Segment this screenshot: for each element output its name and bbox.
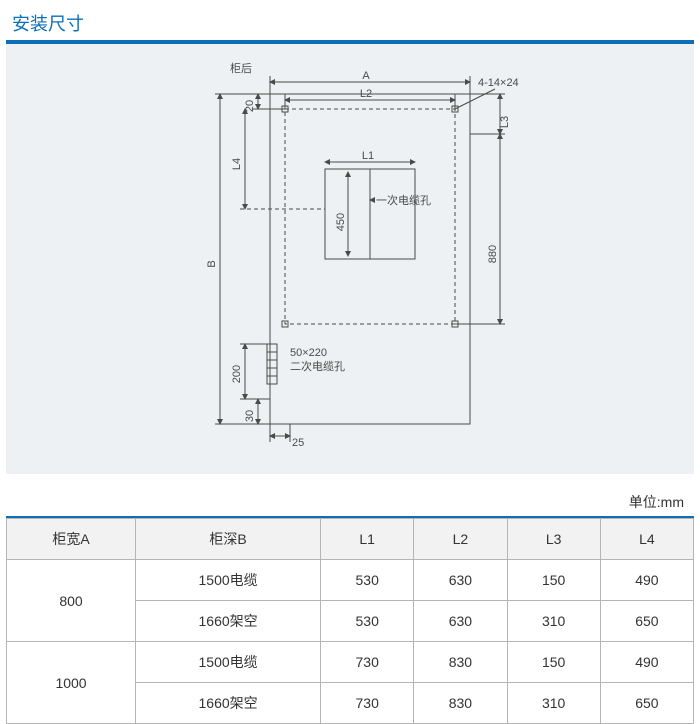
dim-25: 25 bbox=[292, 437, 304, 449]
dim-L4: L4 bbox=[231, 158, 243, 170]
col-B: 柜深B bbox=[136, 519, 321, 560]
cell-L2: 830 bbox=[414, 642, 507, 683]
dim-L2: L2 bbox=[360, 88, 372, 100]
cell-B: 1660架空 bbox=[136, 601, 321, 642]
cell-L2: 630 bbox=[414, 560, 507, 601]
cell-L1: 530 bbox=[321, 601, 414, 642]
table-row: 10001500电缆730830150490 bbox=[7, 642, 694, 683]
cell-L2: 830 bbox=[414, 683, 507, 724]
dim-L3: L3 bbox=[499, 116, 511, 128]
dim-B: B bbox=[206, 260, 218, 267]
cell-L1: 730 bbox=[321, 642, 414, 683]
installation-diagram: 柜后 A L2 4-14×24 L3 880 L1 450 一次电缆孔 20 L… bbox=[100, 54, 600, 454]
cell-B: 1660架空 bbox=[136, 683, 321, 724]
section-title: 安装尺寸 bbox=[0, 0, 700, 40]
col-A: 柜宽A bbox=[7, 519, 136, 560]
cell-L1: 530 bbox=[321, 560, 414, 601]
cell-L3: 310 bbox=[507, 601, 600, 642]
label-slot: 4-14×24 bbox=[478, 77, 519, 89]
dim-A: A bbox=[362, 70, 370, 82]
dim-30: 30 bbox=[244, 410, 256, 422]
cell-L4: 650 bbox=[600, 683, 693, 724]
table-header-row: 柜宽A 柜深B L1 L2 L3 L4 bbox=[7, 519, 694, 560]
label-hole2b: 二次电缆孔 bbox=[290, 359, 345, 373]
col-L1: L1 bbox=[321, 519, 414, 560]
dim-20: 20 bbox=[244, 100, 256, 112]
cell-L3: 150 bbox=[507, 560, 600, 601]
label-hole1: 一次电缆孔 bbox=[376, 193, 431, 207]
dim-L1: L1 bbox=[362, 150, 374, 162]
cell-B: 1500电缆 bbox=[136, 560, 321, 601]
dim-450: 450 bbox=[335, 213, 347, 231]
dim-200: 200 bbox=[231, 365, 243, 383]
label-rear: 柜后 bbox=[230, 62, 252, 75]
cell-L3: 150 bbox=[507, 642, 600, 683]
cell-L4: 490 bbox=[600, 642, 693, 683]
col-L3: L3 bbox=[507, 519, 600, 560]
unit-label: 单位:mm bbox=[6, 474, 694, 518]
cell-L4: 490 bbox=[600, 560, 693, 601]
cell-A: 800 bbox=[7, 560, 136, 642]
cell-L2: 630 bbox=[414, 601, 507, 642]
cell-B: 1500电缆 bbox=[136, 642, 321, 683]
label-hole2a: 50×220 bbox=[290, 347, 327, 359]
cell-L1: 730 bbox=[321, 683, 414, 724]
dim-880: 880 bbox=[487, 245, 499, 263]
cell-A: 1000 bbox=[7, 642, 136, 724]
col-L4: L4 bbox=[600, 519, 693, 560]
cell-L4: 650 bbox=[600, 601, 693, 642]
cell-L3: 310 bbox=[507, 683, 600, 724]
diagram-panel: 柜后 A L2 4-14×24 L3 880 L1 450 一次电缆孔 20 L… bbox=[6, 44, 694, 474]
col-L2: L2 bbox=[414, 519, 507, 560]
table-row: 8001500电缆530630150490 bbox=[7, 560, 694, 601]
dimension-table: 柜宽A 柜深B L1 L2 L3 L4 8001500电缆53063015049… bbox=[6, 518, 694, 724]
